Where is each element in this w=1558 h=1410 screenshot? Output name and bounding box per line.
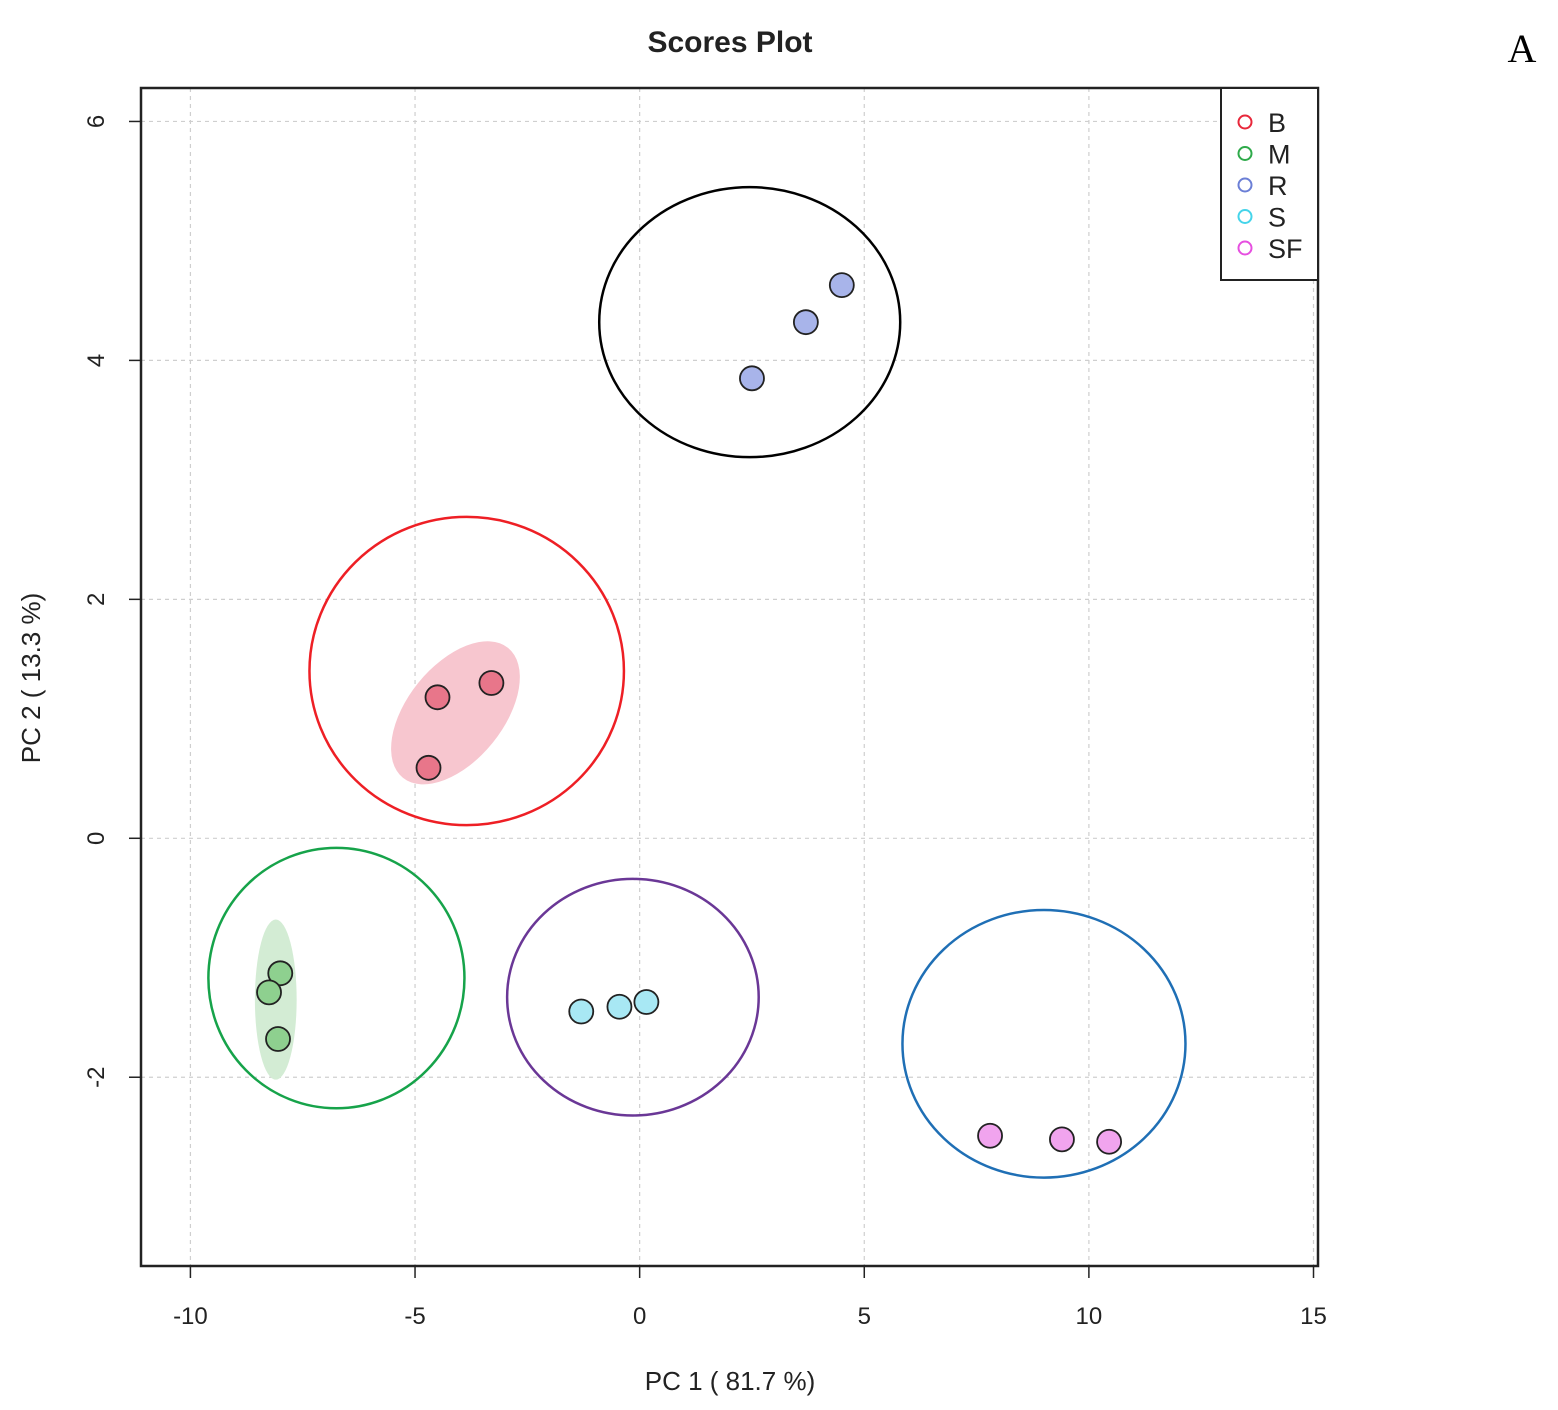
legend-label-sf: SF <box>1268 234 1303 264</box>
x-axis: -10 -5 0 5 10 15 <box>173 1265 1327 1330</box>
y-tick-label: 2 <box>83 593 110 606</box>
group-circle-m <box>207 846 466 1110</box>
legend-label-b: B <box>1268 108 1286 138</box>
legend-label-r: R <box>1268 171 1288 201</box>
point-b <box>478 670 505 696</box>
point-m <box>256 979 282 1006</box>
point-sf <box>1096 1128 1123 1155</box>
legend-label-s: S <box>1268 203 1286 233</box>
y-tick-label: 4 <box>83 354 110 367</box>
grid-lines <box>141 88 1318 1266</box>
x-tick-label: -10 <box>173 1303 208 1330</box>
y-tick-label: 0 <box>83 832 110 845</box>
point-r <box>828 272 855 299</box>
y-axis-label: PC 2 ( 13.3 %) <box>16 593 46 764</box>
x-axis-label: PC 1 ( 81.7 %) <box>645 1366 816 1396</box>
y-axis: -2 0 2 4 6 <box>83 115 142 1088</box>
legend-marker-r <box>1237 177 1253 193</box>
x-tick-label: -5 <box>404 1303 425 1330</box>
y-tick-label: -2 <box>83 1067 110 1088</box>
point-s <box>606 993 633 1020</box>
point-b <box>415 754 442 781</box>
group-circles <box>207 185 1187 1179</box>
chart-title: Scores Plot <box>647 26 812 59</box>
legend-marker-b <box>1237 114 1253 130</box>
point-sf <box>1049 1126 1075 1153</box>
x-tick-label: 0 <box>633 1303 646 1330</box>
point-m <box>267 960 294 987</box>
x-tick-label: 15 <box>1300 1303 1327 1330</box>
point-b <box>424 684 451 711</box>
panel-label: A <box>1508 26 1537 71</box>
point-s <box>568 998 595 1025</box>
x-tick-label: 5 <box>858 1303 871 1330</box>
y-tick-label: 6 <box>83 115 110 128</box>
x-tick-label: 10 <box>1076 1303 1103 1330</box>
group-circle-r <box>597 185 902 459</box>
point-m <box>265 1026 291 1052</box>
legend-marker-m <box>1237 146 1253 161</box>
data-points <box>256 272 1123 1155</box>
point-r <box>792 309 819 336</box>
legend-marker-s <box>1237 209 1253 224</box>
group-circle-s <box>505 877 760 1117</box>
confidence-ellipse-b <box>391 641 520 785</box>
group-circle-b <box>308 515 626 827</box>
legend-label-m: M <box>1268 140 1291 170</box>
legend-box <box>1220 87 1319 281</box>
point-r <box>739 365 765 392</box>
plot-frame <box>139 86 1320 1268</box>
legend-marker-sf <box>1237 240 1253 256</box>
point-sf <box>977 1122 1003 1149</box>
point-s <box>633 989 660 1015</box>
group-circle-sf <box>901 908 1187 1179</box>
